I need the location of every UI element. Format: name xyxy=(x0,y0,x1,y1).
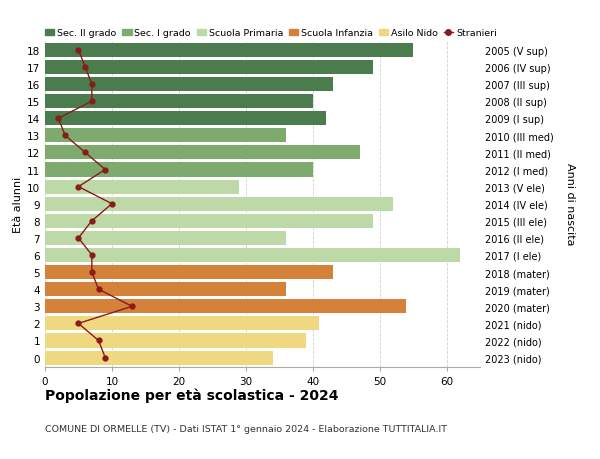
Bar xyxy=(45,95,313,109)
Bar xyxy=(45,317,319,330)
Bar xyxy=(45,351,272,365)
Bar xyxy=(45,163,313,177)
Bar xyxy=(45,146,359,160)
Y-axis label: Età alunni: Età alunni xyxy=(13,176,23,232)
Bar xyxy=(45,248,460,263)
Bar xyxy=(45,265,333,280)
Text: COMUNE DI ORMELLE (TV) - Dati ISTAT 1° gennaio 2024 - Elaborazione TUTTITALIA.IT: COMUNE DI ORMELLE (TV) - Dati ISTAT 1° g… xyxy=(45,425,447,434)
Bar xyxy=(45,231,286,246)
Bar xyxy=(45,78,333,92)
Text: Popolazione per età scolastica - 2024: Popolazione per età scolastica - 2024 xyxy=(45,388,338,403)
Bar xyxy=(45,180,239,194)
Bar xyxy=(45,61,373,75)
Y-axis label: Anni di nascita: Anni di nascita xyxy=(565,163,575,246)
Bar xyxy=(45,334,306,348)
Legend: Sec. II grado, Sec. I grado, Scuola Primaria, Scuola Infanzia, Asilo Nido, Stran: Sec. II grado, Sec. I grado, Scuola Prim… xyxy=(45,29,497,38)
Bar xyxy=(45,44,413,58)
Bar xyxy=(45,214,373,228)
Bar xyxy=(45,112,326,126)
Bar xyxy=(45,129,286,143)
Bar xyxy=(45,197,393,211)
Bar xyxy=(45,300,406,313)
Bar xyxy=(45,283,286,297)
